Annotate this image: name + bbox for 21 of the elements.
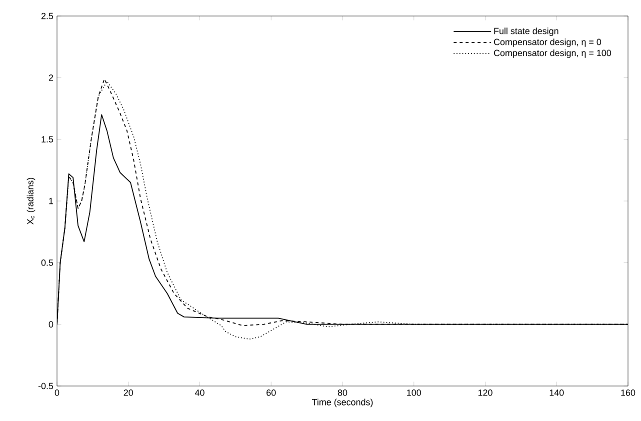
x-axis-title: Time (seconds): [312, 398, 373, 408]
legend-label: Compensator design, η = 100: [494, 50, 612, 58]
legend-label: Compensator design, η = 0: [494, 38, 602, 47]
y-tick-label: -0.5: [38, 382, 54, 390]
y-axis-title: X$_{c}$ (radians): [26, 178, 36, 224]
x-tick-label: 80: [338, 390, 348, 396]
y-tick-label: 2: [48, 74, 54, 81]
y-tick-label: 0.5: [41, 259, 54, 266]
x-tick-label: 40: [194, 390, 204, 396]
y-tick-label: 1.5: [42, 136, 54, 142]
x-tick-label: 20: [124, 390, 134, 396]
y-tick-label: 1: [49, 198, 54, 204]
x-tick-label: 140: [550, 390, 564, 396]
y-tick-label: 0: [48, 321, 54, 328]
x-tick-label: 100: [407, 390, 422, 396]
x-tick-label: 120: [478, 390, 492, 396]
y-tick-label: 2.5: [41, 12, 54, 20]
x-tick-label: 0: [54, 390, 60, 396]
x-tick-label: 60: [266, 390, 276, 396]
legend-label: Full state design: [494, 28, 558, 36]
x-tick-label: 160: [621, 390, 636, 396]
